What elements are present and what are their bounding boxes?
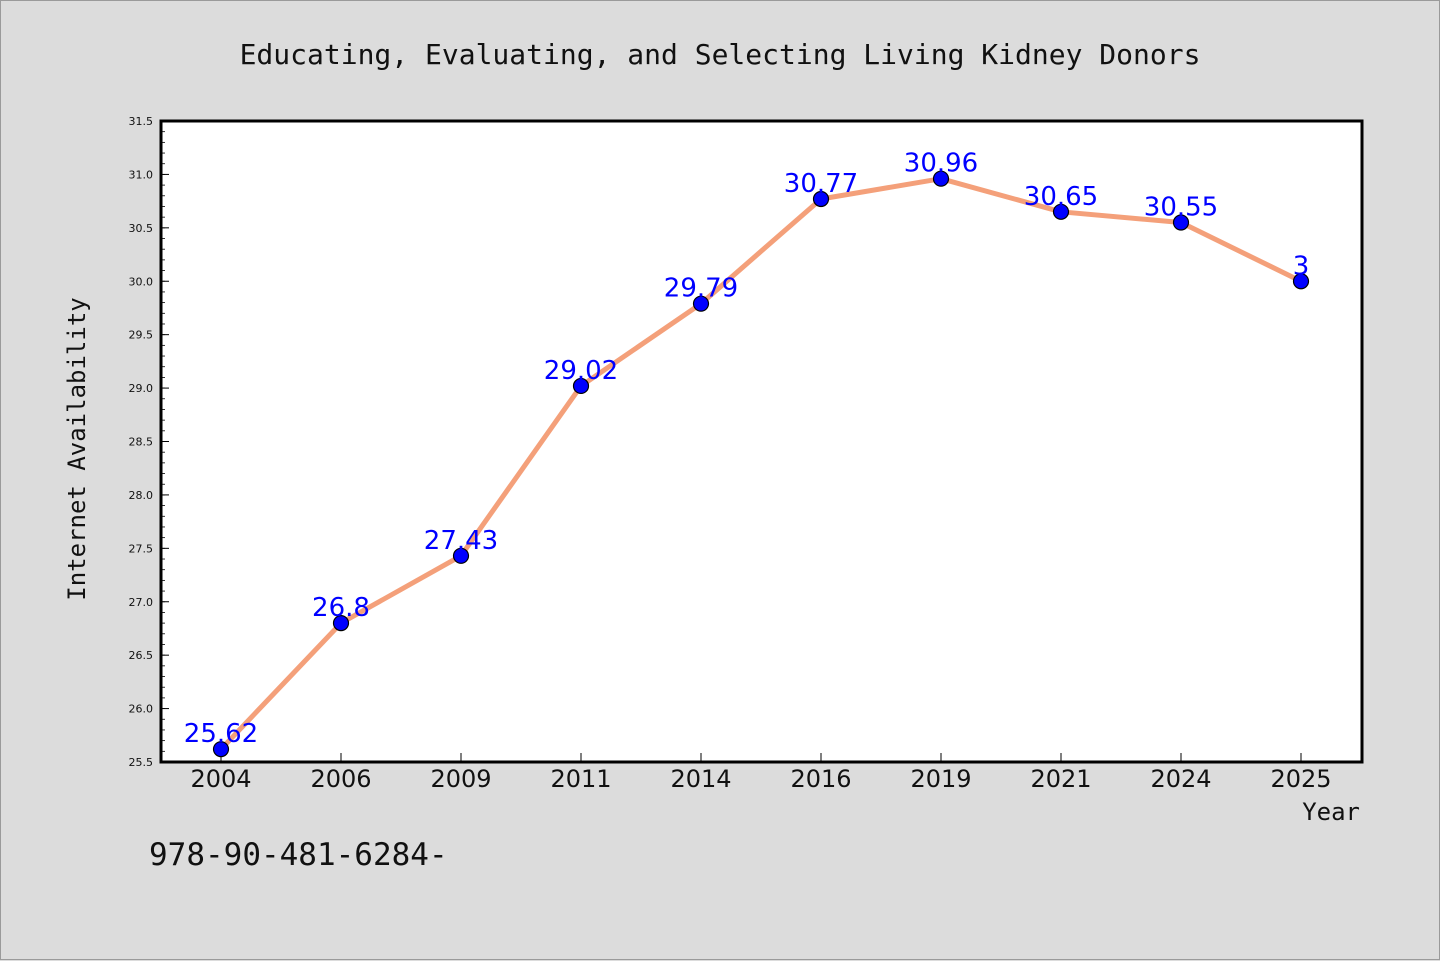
x-tick-label: 2014 xyxy=(670,765,731,793)
data-point xyxy=(1292,273,1310,290)
data-label: 30.55 xyxy=(1144,192,1218,222)
y-tick-label: 26.5 xyxy=(129,649,154,662)
footer-isbn: 978-90-481-6284- xyxy=(149,837,448,873)
data-label: 29.02 xyxy=(544,356,618,386)
y-tick-label: 31.0 xyxy=(129,168,154,181)
x-tick-label: 2009 xyxy=(430,765,491,793)
y-tick-label: 28.5 xyxy=(129,436,154,449)
data-point xyxy=(1172,214,1190,231)
data-label: 29.79 xyxy=(664,274,738,304)
y-tick-label: 29.0 xyxy=(129,382,154,395)
y-tick-label: 25.5 xyxy=(129,756,154,769)
x-tick-label: 2016 xyxy=(790,765,851,793)
x-axis: 2004 2006 2009 2011 2014 2016 2019 2021 2024 2025 xyxy=(190,753,1332,793)
data-label: 30.96 xyxy=(904,149,978,179)
y-tick-label: 27.0 xyxy=(129,596,154,609)
y-tick-label: 31.5 xyxy=(129,115,154,128)
data-label: 30.77 xyxy=(784,169,858,199)
chart-title: Educating, Evaluating, and Selecting Liv… xyxy=(240,38,1201,71)
x-tick-label: 2006 xyxy=(310,765,371,793)
series-layer: 25.62 26.8 27.43 29.02 29.79 30.77 30.96 30.65 3… xyxy=(184,149,1310,758)
data-label: 30.65 xyxy=(1024,182,1098,212)
data-point xyxy=(932,170,950,187)
data-label: 3 xyxy=(1293,251,1310,281)
plot-area xyxy=(159,119,1364,764)
y-tick-label: 30.0 xyxy=(129,275,154,288)
y-tick-label: 28.0 xyxy=(129,489,154,502)
data-label: 26.8 xyxy=(312,593,370,623)
data-point xyxy=(212,741,230,758)
x-axis-label: Year xyxy=(1302,798,1360,826)
data-label: 27.43 xyxy=(424,526,498,556)
data-point xyxy=(572,377,590,395)
data-point xyxy=(812,190,830,208)
x-tick-label: 2024 xyxy=(1150,765,1211,793)
y-tick-label: 27.5 xyxy=(129,542,154,555)
data-point xyxy=(1052,203,1070,220)
x-tick-label: 2025 xyxy=(1270,765,1331,793)
y-axis-label: Internet Availability xyxy=(63,297,91,600)
series-line xyxy=(218,176,1304,752)
y-tick-label: 30.5 xyxy=(129,222,154,235)
x-tick-label: 2021 xyxy=(1030,765,1091,793)
y-tick-label: 26.0 xyxy=(129,703,154,716)
y-axis: 25.5 26.0 26.5 27.0 27.5 28.0 28.5 29.0 29.5 30.0… xyxy=(129,115,169,769)
x-tick-label: 2011 xyxy=(550,765,611,793)
x-tick-label: 2004 xyxy=(190,765,251,793)
data-point xyxy=(692,295,710,312)
data-label: 25.62 xyxy=(184,719,258,749)
y-tick-label: 29.5 xyxy=(129,329,154,342)
x-tick-label: 2019 xyxy=(910,765,971,793)
data-point xyxy=(332,615,350,632)
data-point xyxy=(452,547,470,564)
